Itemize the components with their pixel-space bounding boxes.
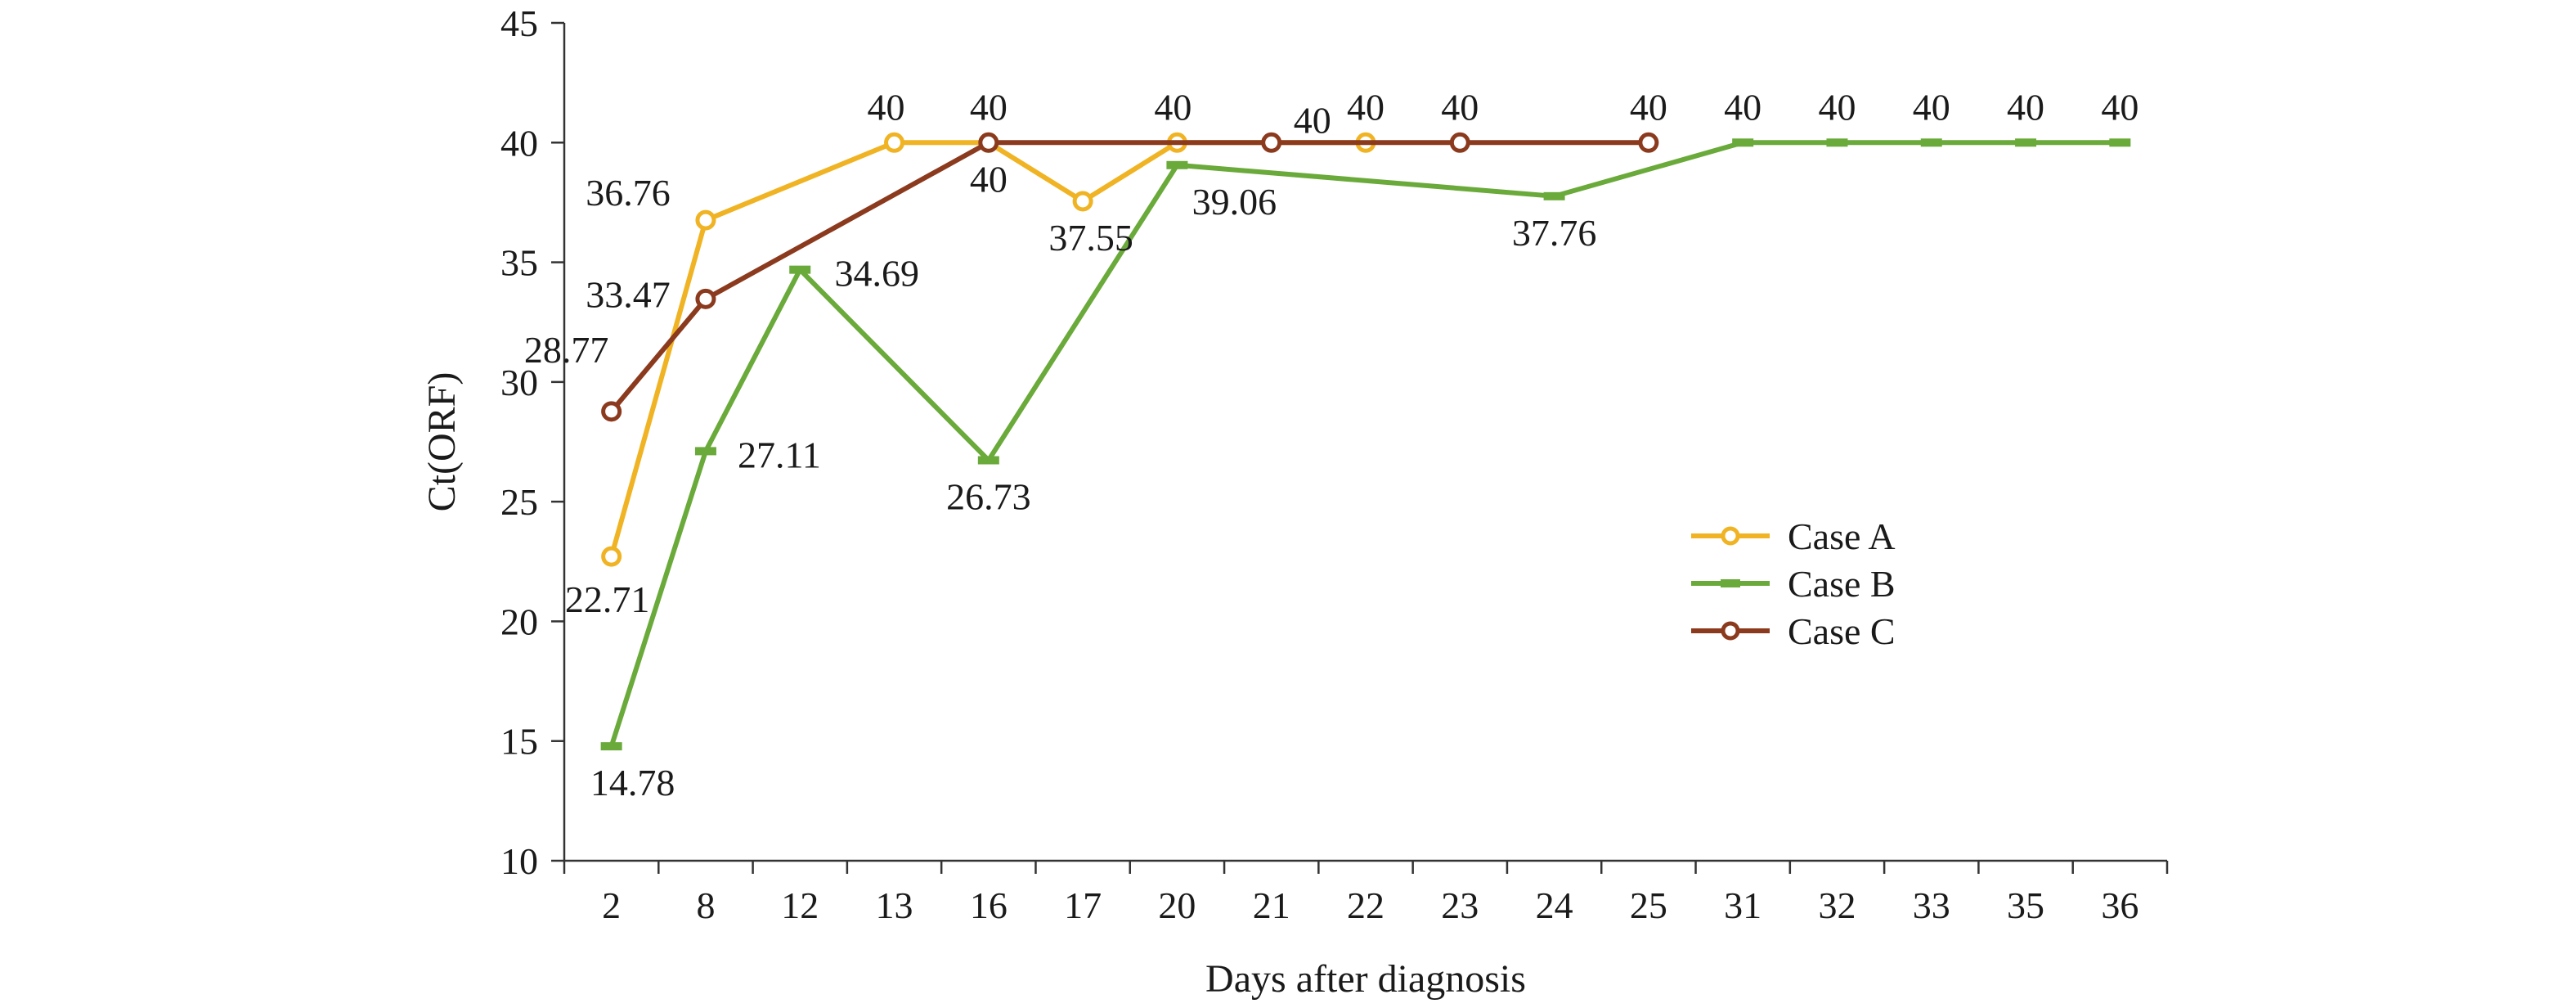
x-tick-label: 35 <box>2007 884 2044 926</box>
data-point-case-a <box>601 546 622 567</box>
x-tick-label: 21 <box>1253 884 1290 926</box>
data-point-case-c <box>1449 132 1470 153</box>
y-tick-label: 20 <box>500 601 538 642</box>
data-label-case-c: 28.77 <box>524 329 609 371</box>
series-case-b <box>600 138 2131 751</box>
data-label-case-a: 37.55 <box>1048 217 1133 259</box>
y-axis-title: Ct(ORF) <box>420 372 464 512</box>
data-label-case-b: 40 <box>1724 86 1761 128</box>
x-tick-label: 32 <box>1818 884 1856 926</box>
data-point-case-b <box>2015 138 2037 147</box>
legend-item-case-a: Case A <box>1691 515 1896 557</box>
data-point-case-b <box>1732 138 1754 147</box>
data-point-case-b <box>600 742 622 751</box>
data-label-case-a: 36.76 <box>586 172 671 214</box>
data-point-case-c <box>695 288 716 309</box>
series-lines <box>600 132 2131 751</box>
x-tick-label: 20 <box>1158 884 1196 926</box>
x-axis-title: Days after diagnosis <box>1205 957 1526 1001</box>
data-point-case-b <box>1826 138 1848 147</box>
data-label-case-b: 40 <box>2007 86 2044 128</box>
data-label-case-c: 40 <box>1294 99 1331 141</box>
data-label-case-c: 40 <box>1630 86 1667 128</box>
x-tick-label: 2 <box>602 884 621 926</box>
data-label-case-a: 22.71 <box>565 578 650 620</box>
data-point-case-a <box>884 132 905 153</box>
data-label-case-c: 40 <box>1441 86 1479 128</box>
y-tick-label: 10 <box>500 840 538 882</box>
y-ticks: 10 15 20 25 30 35 40 45 <box>500 2 564 882</box>
data-label-case-b: 40 <box>1913 86 1950 128</box>
legend-marker-case-c <box>1721 621 1740 641</box>
data-label-case-a: 40 <box>1347 86 1384 128</box>
data-label-case-a: 40 <box>970 86 1008 128</box>
data-point-case-c <box>978 132 999 153</box>
x-tick-label: 25 <box>1630 884 1667 926</box>
y-tick-label: 45 <box>500 2 538 44</box>
series-line-case-c <box>609 140 1649 413</box>
x-tick-label: 33 <box>1913 884 1950 926</box>
data-labels: 22.71 36.76 40 40 37.55 40 40 14.78 27.11 34.69 26… <box>524 86 2138 803</box>
legend-label-case-b: Case B <box>1788 563 1896 605</box>
data-label-case-c: 40 <box>970 158 1008 200</box>
x-tick-label: 13 <box>876 884 913 926</box>
series-case-c <box>601 132 1659 422</box>
data-point-case-b <box>1920 138 1942 147</box>
data-label-case-a: 40 <box>1154 86 1192 128</box>
data-point-case-b <box>1166 160 1188 169</box>
x-ticks: 2 8 12 13 16 17 20 21 22 23 24 25 31 32 33 35 36 <box>563 861 2169 926</box>
x-tick-label: 12 <box>781 884 819 926</box>
data-label-case-b: 37.76 <box>1512 212 1597 254</box>
legend-label-case-a: Case A <box>1788 515 1896 557</box>
legend-marker-case-a <box>1721 526 1740 546</box>
x-tick-label: 36 <box>2101 884 2138 926</box>
data-point-case-a <box>695 209 716 231</box>
x-tick-label: 31 <box>1724 884 1761 926</box>
data-label-case-b: 39.06 <box>1192 181 1277 223</box>
data-point-case-b <box>1543 191 1565 200</box>
data-point-case-c <box>1261 132 1282 153</box>
legend-item-case-b: Case B <box>1691 563 1896 605</box>
y-tick-label: 15 <box>500 721 538 763</box>
data-label-case-a: 40 <box>868 86 905 128</box>
x-tick-label: 23 <box>1441 884 1479 926</box>
x-tick-label: 22 <box>1347 884 1384 926</box>
data-point-case-c <box>1638 132 1659 153</box>
y-tick-label: 35 <box>500 242 538 284</box>
x-tick-label: 16 <box>970 884 1008 926</box>
x-tick-label: 17 <box>1064 884 1102 926</box>
data-point-case-a <box>1072 191 1093 212</box>
data-point-case-b <box>694 447 716 456</box>
data-label-case-b: 40 <box>2101 86 2138 128</box>
y-tick-label: 25 <box>500 481 538 523</box>
data-point-case-b <box>2109 138 2131 147</box>
x-tick-label: 24 <box>1536 884 1573 926</box>
legend-marker-case-b <box>1721 579 1740 587</box>
data-label-case-c: 33.47 <box>586 273 671 315</box>
data-point-case-b <box>977 456 999 465</box>
data-label-case-b: 27.11 <box>738 434 821 475</box>
y-tick-label: 40 <box>500 122 538 164</box>
data-point-case-b <box>789 265 811 274</box>
data-label-case-b: 34.69 <box>834 253 919 295</box>
legend-label-case-c: Case C <box>1788 610 1896 652</box>
y-tick-label: 30 <box>500 362 538 403</box>
data-point-case-c <box>601 401 622 422</box>
legend-item-case-c: Case C <box>1691 610 1896 652</box>
axes <box>563 23 2167 862</box>
data-label-case-b: 26.73 <box>946 476 1031 518</box>
data-label-case-b: 40 <box>1818 86 1856 128</box>
legend: Case A Case B Case C <box>1691 515 1896 652</box>
x-tick-label: 8 <box>696 884 715 926</box>
series-line-case-b <box>608 140 2120 748</box>
data-label-case-b: 14.78 <box>590 762 675 803</box>
